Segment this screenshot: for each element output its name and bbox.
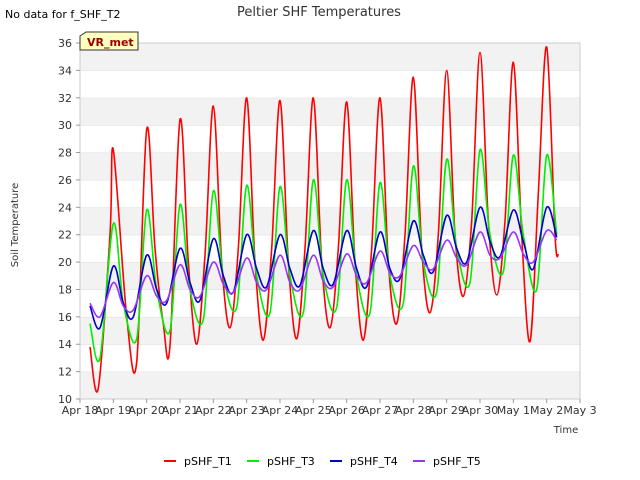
y-tick-label: 24	[58, 201, 72, 214]
x-tick-label: Apr 26	[328, 404, 365, 417]
grid-band	[80, 152, 580, 180]
series-line-pshf-t5	[89, 229, 558, 319]
x-tick-label: Apr 18	[62, 404, 99, 417]
grid-band	[80, 179, 580, 208]
no-data-note: No data for f_SHF_T2	[5, 8, 121, 21]
y-tick-label: 30	[58, 119, 72, 132]
grid-band	[80, 43, 580, 71]
y-tick-label: 32	[58, 92, 72, 105]
x-tick-label: Apr 24	[262, 404, 299, 417]
vr-met-badge: VR_met	[79, 31, 139, 51]
y-tick-label: 22	[58, 229, 72, 242]
legend-label: pSHF_T1	[184, 455, 232, 468]
x-tick-label: Apr 21	[162, 404, 199, 417]
series-line-pshf-t3	[89, 148, 558, 363]
x-tick-label: Apr 29	[428, 404, 465, 417]
y-tick-label: 28	[58, 147, 72, 160]
y-tick-label: 18	[58, 283, 72, 296]
y-tick-label: 34	[58, 64, 72, 77]
x-tick-label: Apr 28	[395, 404, 432, 417]
badge-label: VR_met	[87, 36, 134, 49]
y-tick-label: 20	[58, 256, 72, 269]
y-tick-label: 26	[58, 174, 72, 187]
y-axis-ticks: 10 12 14 16 18 20 22 24 26 28 30 32 34 36	[58, 37, 80, 406]
y-tick-label: 16	[58, 311, 72, 324]
grid-band	[80, 316, 580, 345]
x-tick-label: May 2	[530, 404, 563, 417]
y-tick-label: 10	[58, 393, 72, 406]
x-tick-label: Apr 25	[295, 404, 332, 417]
x-tick-label: May 3	[563, 404, 596, 417]
legend-label: pSHF_T4	[350, 455, 398, 468]
x-tick-label: Apr 23	[228, 404, 265, 417]
legend: pSHF_T1 pSHF_T3 pSHF_T4 pSHF_T5	[164, 455, 481, 468]
x-tick-label: May 1	[497, 404, 530, 417]
series-lines	[89, 46, 560, 393]
y-tick-label: 12	[58, 366, 72, 379]
plot-frame	[79, 42, 581, 400]
x-tick-label: Apr 27	[362, 404, 399, 417]
x-tick-label: Apr 20	[128, 404, 165, 417]
x-tick-label: Apr 19	[95, 404, 132, 417]
x-tick-label: Apr 30	[462, 404, 499, 417]
y-axis-label: Soil Temperature	[10, 183, 21, 268]
series-line-pshf-t4	[89, 206, 558, 330]
grid-band	[80, 207, 580, 235]
legend-label: pSHF_T5	[433, 455, 481, 468]
grid-band	[80, 70, 580, 98]
legend-label: pSHF_T3	[267, 455, 315, 468]
x-tick-label: Apr 22	[195, 404, 232, 417]
x-axis-label: Time	[553, 425, 578, 436]
grid-band	[80, 371, 580, 399]
y-tick-label: 14	[58, 338, 72, 351]
grid-band	[80, 97, 580, 126]
grid-band	[80, 125, 580, 153]
y-tick-label: 36	[58, 37, 72, 50]
grid-band	[80, 344, 580, 372]
chart-title: Peltier SHF Temperatures	[237, 5, 401, 20]
